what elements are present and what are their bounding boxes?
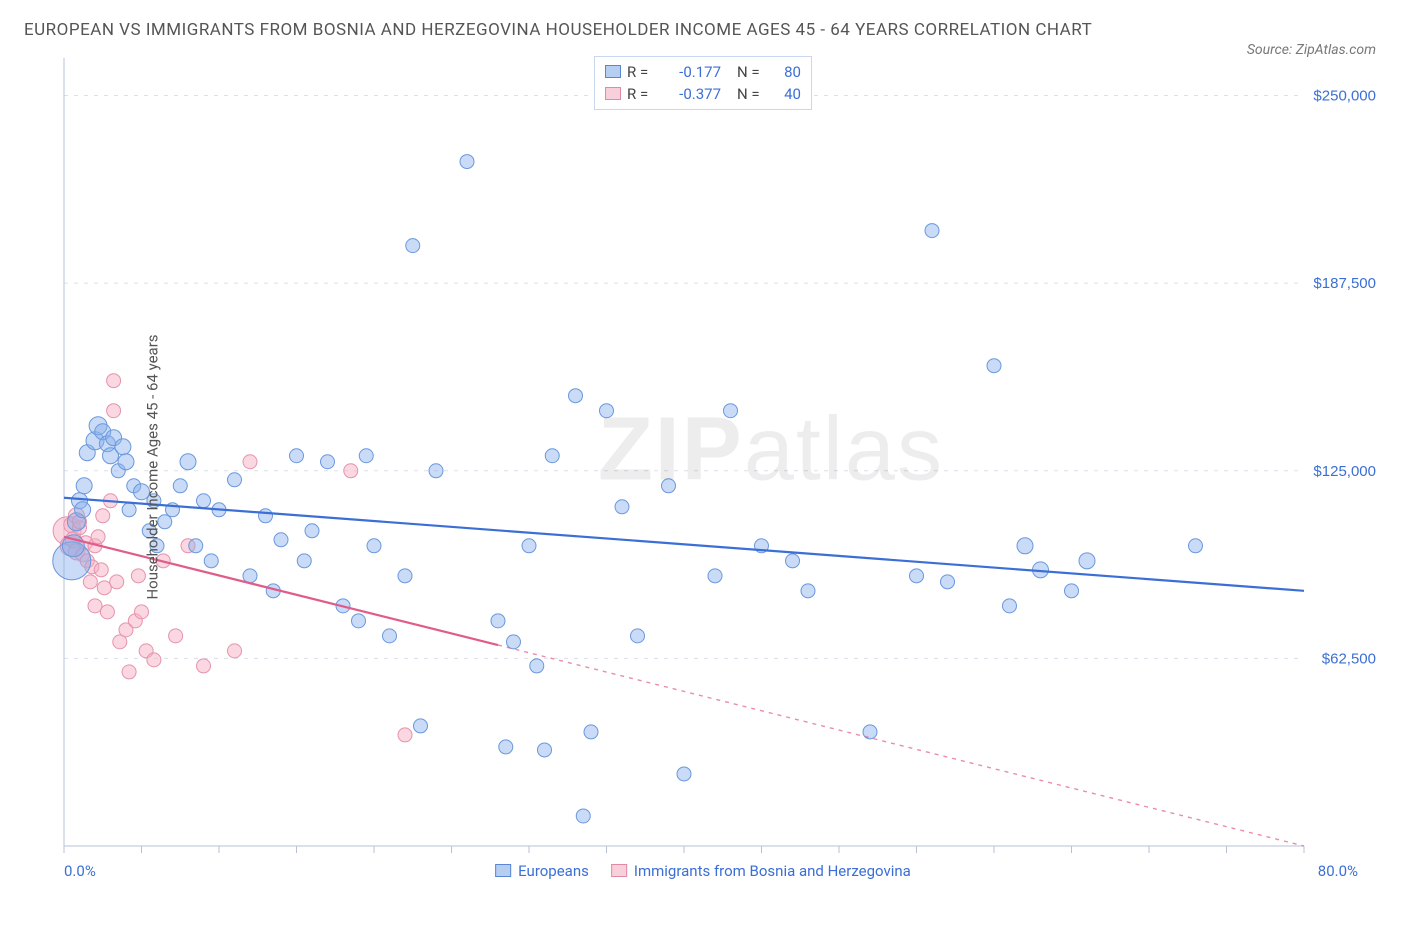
x-axis-min-label: 0.0% <box>64 862 96 880</box>
svg-text:$125,000: $125,000 <box>1313 462 1376 479</box>
legend-bottom: Europeans Immigrants from Bosnia and Her… <box>495 862 911 880</box>
swatch-icon <box>605 65 621 78</box>
legend-item-europeans: Europeans <box>495 862 589 880</box>
legend-row-bosnia: R = -0.377 N = 40 <box>605 83 801 105</box>
legend-stats-box: R = -0.177 N = 80 R = -0.377 N = 40 <box>594 56 812 110</box>
chart-title: EUROPEAN VS IMMIGRANTS FROM BOSNIA AND H… <box>24 18 1124 44</box>
svg-text:$187,500: $187,500 <box>1313 275 1376 292</box>
svg-text:$62,500: $62,500 <box>1322 650 1376 667</box>
legend-row-europeans: R = -0.177 N = 80 <box>605 61 801 83</box>
swatch-icon <box>611 864 627 877</box>
y-axis-label: Householder Income Ages 45 - 64 years <box>144 334 162 599</box>
swatch-icon <box>495 864 511 877</box>
swatch-icon <box>605 87 621 100</box>
x-axis-max-label: 80.0% <box>1318 862 1358 880</box>
svg-text:$250,000: $250,000 <box>1313 87 1376 104</box>
scatter-plot: $62,500 $125,000 $187,500 $250,000 <box>24 52 1382 882</box>
chart-container: Householder Income Ages 45 - 64 years ZI… <box>24 52 1382 882</box>
legend-item-bosnia: Immigrants from Bosnia and Herzegovina <box>611 862 911 880</box>
